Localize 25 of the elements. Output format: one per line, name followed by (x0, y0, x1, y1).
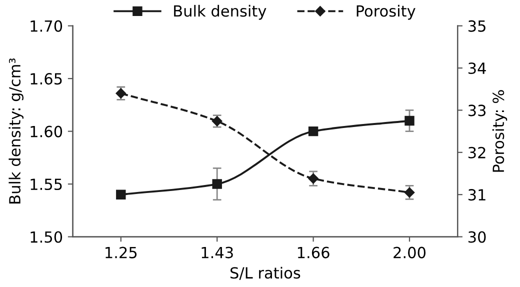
x-tick-label: 1.43 (202, 246, 233, 258)
point (308, 126, 318, 136)
y2-axis-title: Porosity: % (492, 90, 508, 172)
y-tick-label: 1.65 (30, 73, 62, 85)
y-tick-label: 1.60 (30, 126, 62, 138)
legend-label: Bulk density (174, 4, 266, 20)
y2-tick-label: 31 (468, 189, 486, 201)
y-axis-title: Bulk density: g/cm³ (8, 58, 24, 204)
y-tick-label: 1.70 (30, 20, 62, 32)
point (308, 173, 318, 184)
y-tick-label: 1.50 (30, 231, 62, 243)
y2-tick-label: 34 (468, 62, 486, 74)
y2-tick-label: 33 (468, 104, 486, 116)
y-tick-label: 1.55 (30, 178, 62, 190)
legend-label: Porosity (356, 4, 416, 20)
x-tick-label: 2.00 (394, 246, 426, 258)
x-axis-title: S/L ratios (230, 266, 300, 280)
y2-tick-label: 30 (468, 231, 486, 243)
x-tick-label: 1.25 (106, 246, 137, 258)
point (212, 179, 222, 189)
x-tick-label: 1.66 (298, 246, 330, 258)
point (404, 116, 414, 126)
y2-tick-label: 35 (468, 20, 486, 32)
y2-tick-label: 32 (468, 146, 486, 158)
point (116, 190, 126, 200)
